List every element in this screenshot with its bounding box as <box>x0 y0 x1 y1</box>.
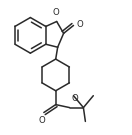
Text: O: O <box>76 20 83 29</box>
Text: O: O <box>38 117 45 125</box>
Text: O: O <box>52 8 59 17</box>
Text: O: O <box>72 94 78 103</box>
